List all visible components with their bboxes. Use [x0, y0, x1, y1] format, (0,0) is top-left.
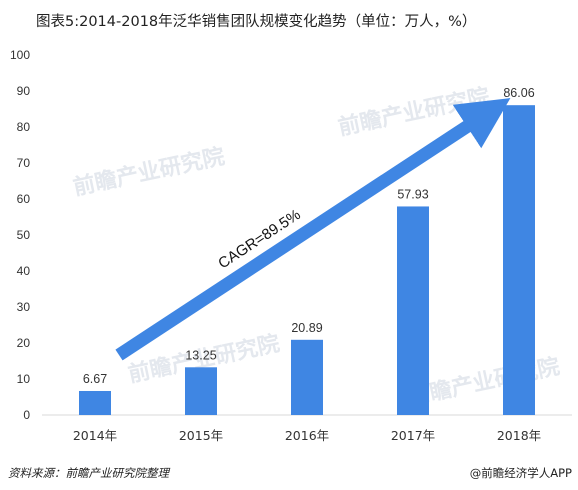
y-tick-label: 50	[17, 228, 31, 242]
bar	[291, 339, 323, 415]
bar	[185, 367, 217, 415]
watermark-text: 前瞻产业研究院	[71, 143, 227, 200]
bars-group	[79, 105, 535, 416]
y-axis: 0 10 20 30 40 50 60 70 80 90 100	[10, 48, 30, 422]
chart-title: 图表5:2014-2018年泛华销售团队规模变化趋势（单位：万人，%）	[36, 14, 477, 30]
y-tick-label: 30	[17, 300, 31, 314]
y-tick-label: 40	[17, 264, 31, 278]
bar-value-label: 57.93	[397, 187, 428, 201]
x-axis: 2014年 2015年 2016年 2017年 2018年	[73, 428, 541, 443]
trend-arrow	[115, 98, 511, 361]
bar-value-label: 13.25	[185, 348, 216, 362]
y-tick-label: 20	[17, 336, 31, 350]
y-tick-label: 80	[17, 120, 31, 134]
x-tick-label: 2016年	[285, 428, 329, 443]
bar-value-label: 20.89	[291, 321, 322, 335]
y-tick-label: 0	[23, 408, 30, 422]
bar-labels-group: 6.67 13.25 20.89 57.93 86.06	[83, 86, 535, 386]
y-tick-label: 70	[17, 156, 31, 170]
y-tick-label: 100	[10, 48, 30, 62]
x-tick-label: 2017年	[391, 428, 435, 443]
credit-note: @前瞻经济学人APP	[469, 466, 572, 480]
watermark-text: 前瞻产业研究院	[406, 353, 562, 410]
bar	[503, 105, 535, 416]
bar	[397, 206, 429, 415]
y-tick-label: 60	[17, 192, 31, 206]
y-tick-label: 90	[17, 84, 31, 98]
bar	[79, 390, 111, 415]
bar-value-label: 6.67	[83, 372, 107, 386]
x-tick-label: 2014年	[73, 428, 117, 443]
y-tick-label: 10	[17, 372, 31, 386]
source-note: 资料来源：前瞻产业研究院整理	[8, 466, 169, 480]
bar-value-label: 86.06	[503, 86, 534, 100]
x-tick-label: 2015年	[179, 428, 223, 443]
x-tick-label: 2018年	[497, 428, 541, 443]
